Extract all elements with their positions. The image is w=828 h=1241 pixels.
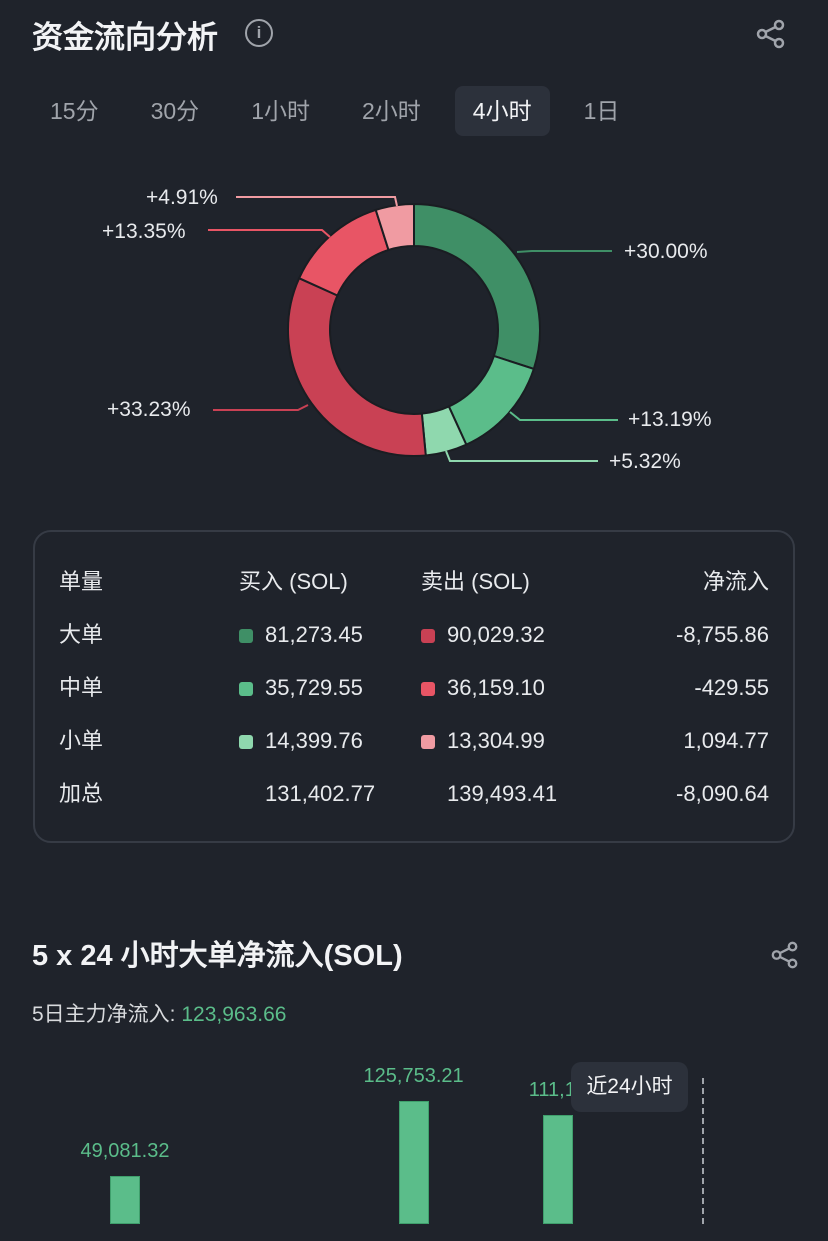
- bar[interactable]: [542, 1115, 573, 1224]
- section-title: 5 x 24 小时大单净流入(SOL): [32, 940, 403, 972]
- header-sell: 卖出 (SOL): [421, 569, 530, 594]
- page-title: 资金流向分析: [32, 20, 218, 55]
- header-net: 净流入: [702, 569, 769, 594]
- net-value: -8,755.86: [676, 622, 769, 647]
- buy-cell: 14,399.76: [239, 721, 363, 761]
- tab-1h[interactable]: 1小时: [251, 98, 310, 124]
- buy-value: 14,399.76: [265, 728, 363, 753]
- sell-swatch-icon: [421, 682, 435, 696]
- sell-value: 36,159.10: [447, 675, 545, 700]
- tab-1d[interactable]: 1日: [583, 98, 620, 124]
- flow-table: 单量 买入 (SOL) 卖出 (SOL) 净流入 大单 81,273.45 90…: [33, 530, 795, 843]
- donut-label-small-sell: +4.91%: [146, 186, 218, 209]
- donut-segment[interactable]: [413, 202, 541, 371]
- share-icon[interactable]: [770, 940, 800, 970]
- leader-line: [509, 411, 618, 421]
- buy-value: 35,729.55: [265, 675, 363, 700]
- tab-30m[interactable]: 30分: [150, 98, 200, 124]
- donut-label-small-buy: +5.32%: [609, 450, 681, 473]
- tooltip: 近24小时: [571, 1062, 688, 1112]
- donut-label-large-sell: +33.23%: [107, 398, 191, 421]
- donut-segment[interactable]: [374, 202, 415, 252]
- bar[interactable]: [110, 1175, 140, 1224]
- info-icon[interactable]: i: [245, 19, 273, 47]
- buy-value: 81,273.45: [265, 622, 363, 647]
- buy-swatch-icon: [239, 682, 253, 696]
- sub-label: 5日主力净流入:: [32, 1003, 176, 1026]
- current-marker-line: [702, 1078, 704, 1224]
- sell-value: 90,029.32: [447, 622, 545, 647]
- leader-line: [445, 450, 598, 462]
- donut-segment[interactable]: [297, 208, 390, 297]
- buy-swatch-icon: [239, 629, 253, 643]
- donut-segment[interactable]: [287, 276, 427, 457]
- leader-line: [208, 229, 331, 238]
- tab-2h[interactable]: 2小时: [361, 98, 421, 124]
- tab-4h[interactable]: 4小时: [454, 86, 550, 136]
- five-day-net-inflow: 5日主力净流入: 123,963.66: [32, 998, 286, 1028]
- sell-cell: 90,029.32: [421, 615, 545, 655]
- row-name: 中单: [59, 675, 104, 700]
- table-row: 大单 81,273.45 90,029.32 -8,755.86: [59, 615, 769, 655]
- table-row: 中单 35,729.55 36,159.10 -429.55: [59, 668, 769, 708]
- tab-15m[interactable]: 15分: [50, 98, 99, 124]
- donut-chart: [208, 196, 618, 462]
- share-icon[interactable]: [755, 18, 787, 50]
- bar-value-label: 125,753.21: [363, 1065, 464, 1087]
- sell-swatch-icon: [421, 735, 435, 749]
- donut-label-large-buy: +30.00%: [624, 240, 708, 263]
- sell-cell: 139,493.41: [421, 774, 557, 814]
- leader-line: [213, 404, 309, 411]
- net-value: -8,090.64: [676, 781, 769, 806]
- buy-cell: 131,402.77: [239, 774, 375, 814]
- table-header: 单量 买入 (SOL) 卖出 (SOL) 净流入: [59, 562, 769, 602]
- sub-value: 123,963.66: [181, 1003, 287, 1026]
- donut-segment[interactable]: [447, 354, 536, 446]
- net-value: -429.55: [694, 675, 769, 700]
- leader-line: [516, 250, 612, 253]
- buy-cell: 81,273.45: [239, 615, 363, 655]
- table-row: 加总 131,402.77 139,493.41 -8,090.64: [59, 774, 769, 814]
- header-buy: 买入 (SOL): [239, 569, 348, 594]
- sell-cell: 36,159.10: [421, 668, 545, 708]
- table-row: 小单 14,399.76 13,304.99 1,094.77: [59, 721, 769, 761]
- sell-cell: 13,304.99: [421, 721, 545, 761]
- sell-value: 139,493.41: [447, 781, 558, 806]
- buy-value: 131,402.77: [265, 781, 376, 806]
- timeframe-tabs: 15分 30分 1小时 2小时 4小时 1日: [32, 86, 653, 136]
- sell-value: 13,304.99: [447, 728, 545, 753]
- donut-label-medium-buy: +13.19%: [628, 408, 712, 431]
- donut-label-medium-sell: +13.35%: [102, 220, 186, 243]
- buy-swatch-icon: [239, 735, 253, 749]
- row-name: 小单: [59, 728, 104, 753]
- bar[interactable]: [398, 1101, 429, 1224]
- row-name: 大单: [59, 622, 104, 647]
- buy-cell: 35,729.55: [239, 668, 363, 708]
- leader-line: [236, 196, 398, 207]
- header-size: 单量: [59, 569, 104, 594]
- row-name: 加总: [59, 781, 104, 806]
- net-value: 1,094.77: [683, 728, 769, 753]
- bar-value-label: 49,081.32: [80, 1139, 170, 1162]
- sell-swatch-icon: [421, 629, 435, 643]
